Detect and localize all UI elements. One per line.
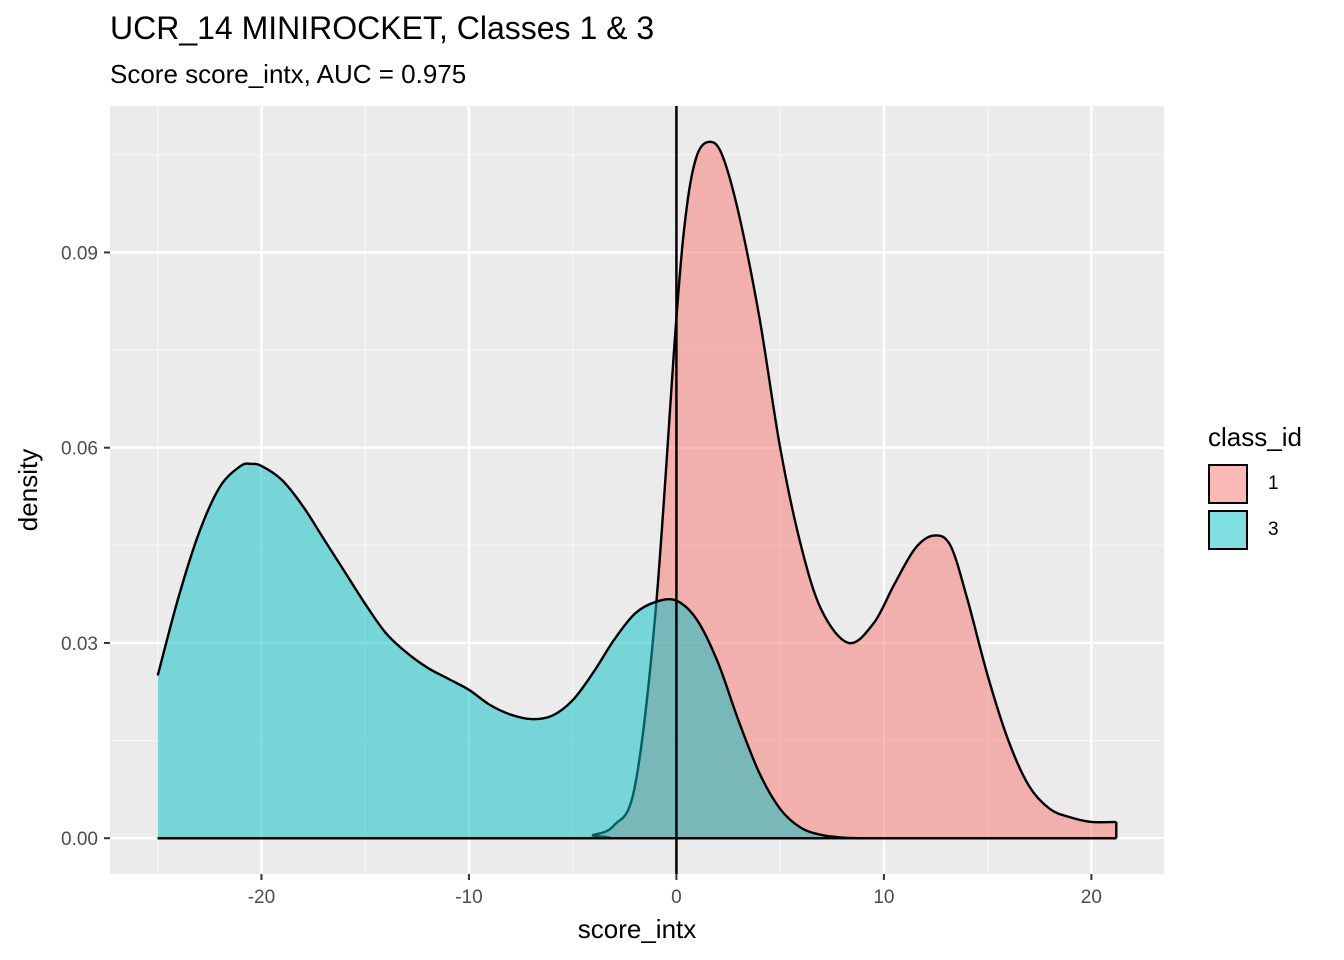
x-tick-label: 0 xyxy=(671,887,682,908)
legend-label-class-3: 3 xyxy=(1268,519,1279,540)
x-axis-title: score_intx xyxy=(578,914,697,944)
x-tick-label: -20 xyxy=(248,887,275,908)
y-axis-title: density xyxy=(13,449,43,531)
y-tick-label: 0.03 xyxy=(61,634,98,655)
density-areas xyxy=(156,140,1118,840)
x-tick-label: 10 xyxy=(873,887,894,908)
legend-title: class_id xyxy=(1208,422,1302,452)
x-tick-label: 20 xyxy=(1081,887,1102,908)
y-tick-label: 0.06 xyxy=(61,439,98,460)
legend-label-class-1: 1 xyxy=(1268,473,1279,494)
legend: class_id 1 3 xyxy=(1208,422,1302,553)
density-area-class-3 xyxy=(157,463,1117,839)
legend-item-class-1: 1 xyxy=(1208,461,1302,507)
legend-swatch-class-3 xyxy=(1208,510,1248,550)
x-tick-label: -10 xyxy=(455,887,482,908)
legend-swatch-class-1 xyxy=(1208,464,1248,504)
y-tick-label: 0.00 xyxy=(61,829,98,850)
legend-item-class-3: 3 xyxy=(1208,507,1302,553)
chart-title: UCR_14 MINIROCKET, Classes 1 & 3 xyxy=(110,10,655,46)
chart-subtitle: Score score_intx, AUC = 0.975 xyxy=(110,59,467,89)
y-tick-label: 0.09 xyxy=(61,243,98,264)
density-area-class-1 xyxy=(157,141,1117,839)
axes: -20 -10 0 10 20 0.00 0.03 0.06 0.09 xyxy=(61,243,1102,908)
